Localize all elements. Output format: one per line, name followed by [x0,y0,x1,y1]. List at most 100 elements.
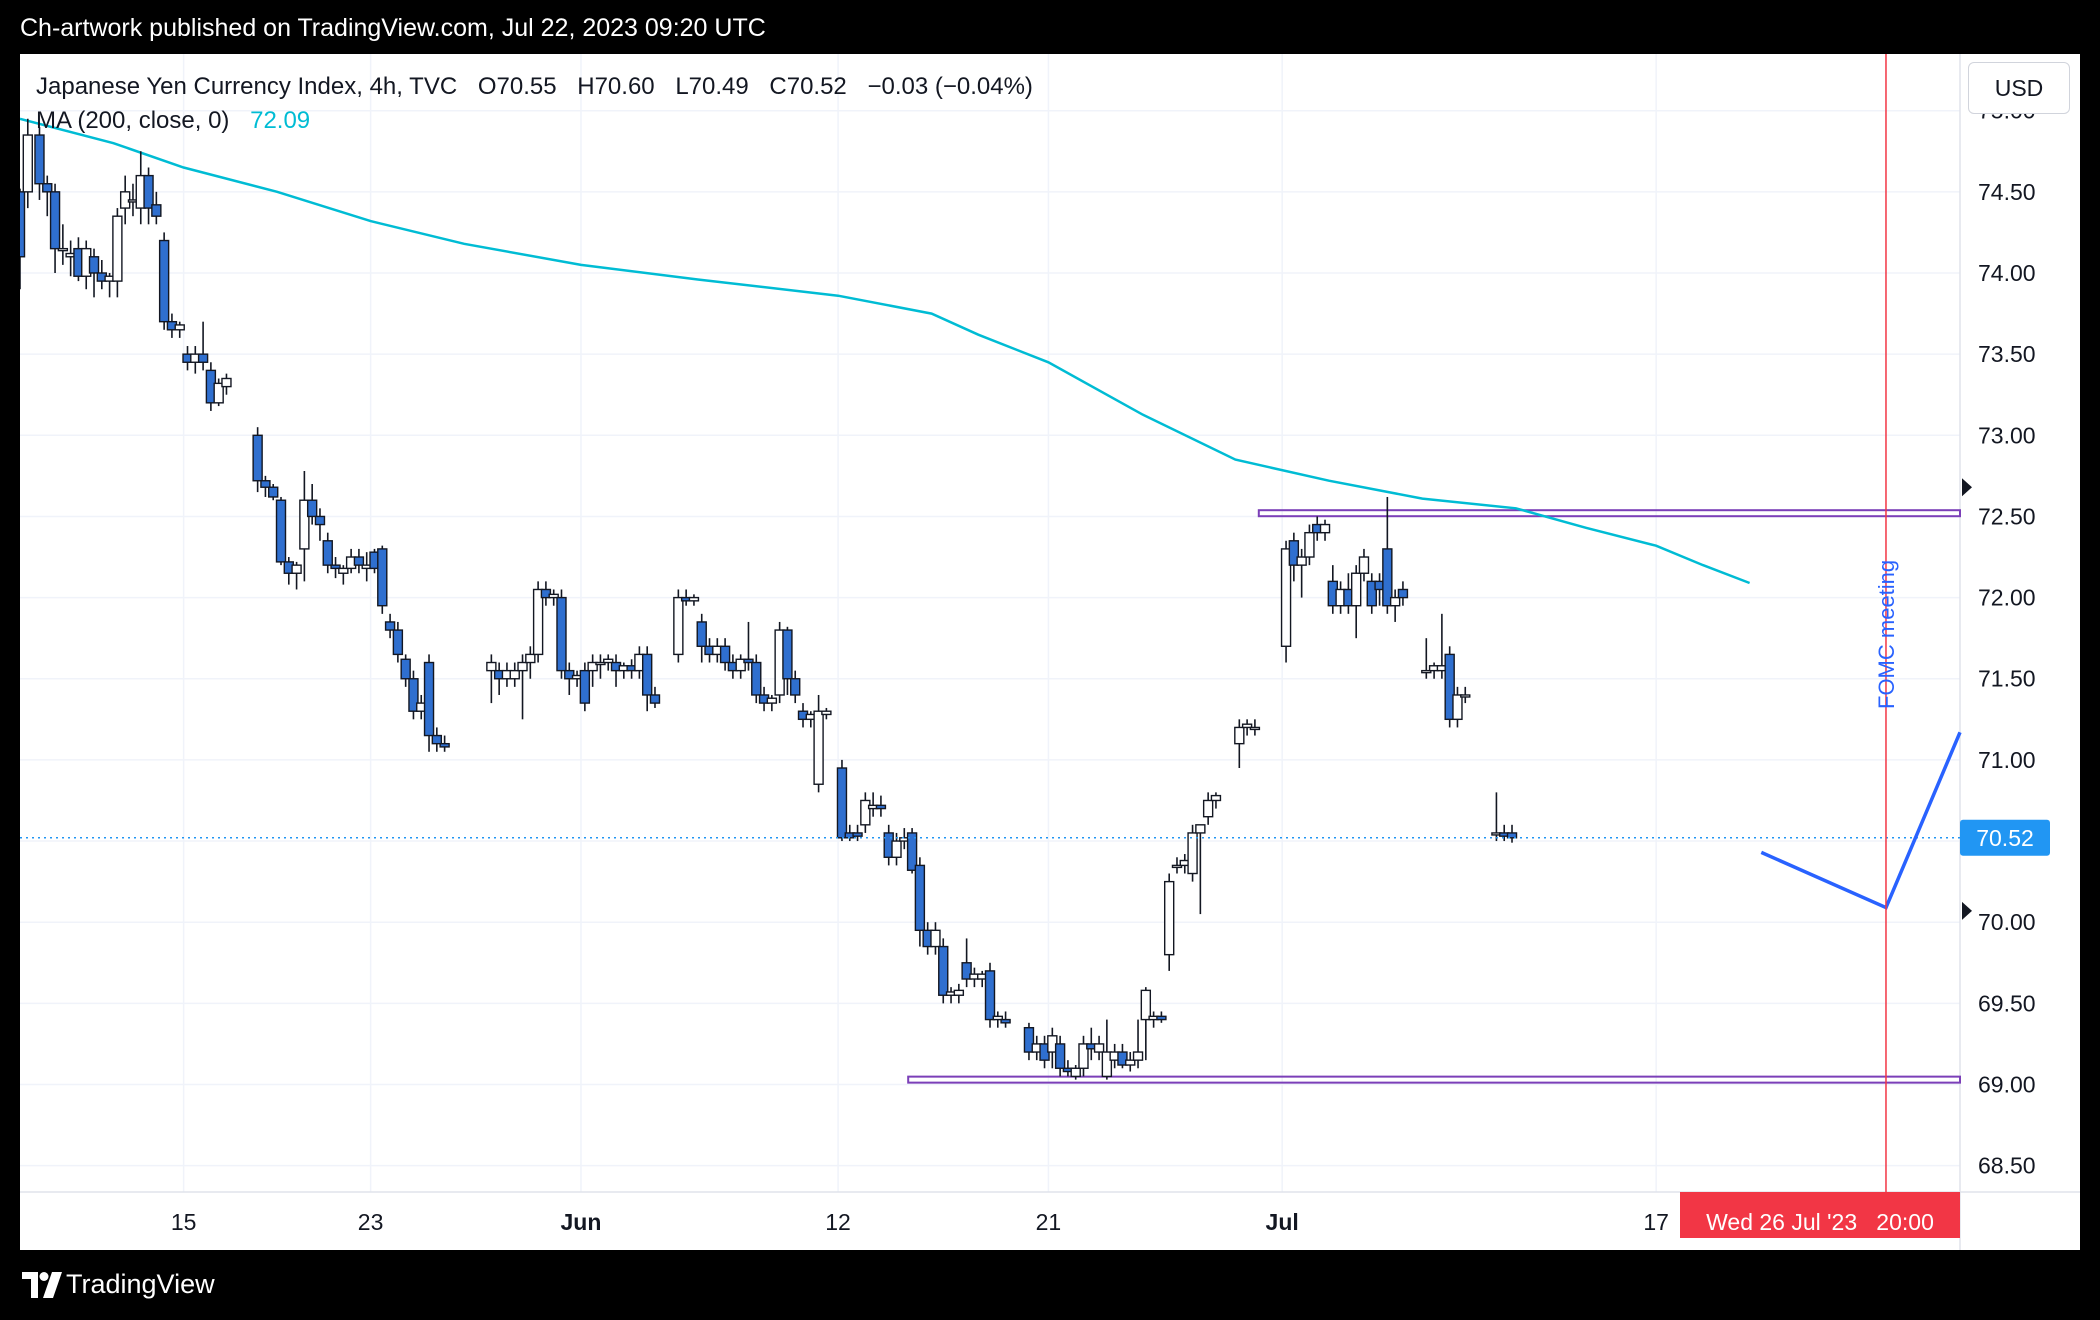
candle-body [930,929,941,948]
event-label: FOMC meeting [1874,560,1899,709]
candle-body [649,694,661,704]
candle-body [790,678,801,696]
y-tick-label: 69.50 [1978,990,2036,1016]
candle [875,795,887,817]
candle-body [1210,794,1222,802]
candle [299,471,310,582]
candle-body [961,962,972,980]
candle [1117,1043,1128,1069]
legend-high: H70.60 [577,73,655,100]
grid [20,54,1960,1192]
x-tick-label: 23 [358,1209,384,1235]
candle-body [1117,1051,1128,1066]
candle [88,248,100,298]
y-tick-label: 71.50 [1978,666,2036,692]
candle [673,589,684,663]
candle-body [1163,880,1175,956]
candle-body [1389,596,1401,607]
tradingview-logo-icon [22,1272,62,1298]
candle [213,378,224,407]
horizontal-level [907,1075,1961,1084]
footer: TradingView [0,1250,2100,1320]
candle [1241,719,1253,736]
last-price-label: 70.52 [1976,825,2034,851]
candle-body [88,256,100,274]
candle [961,938,972,988]
candle-body [275,499,287,563]
candle [813,694,824,793]
y-tick-label: 74.00 [1978,260,2036,286]
candle-body [1241,723,1253,729]
candle [1125,1052,1136,1072]
candle-body [143,174,154,209]
candle-body [112,215,123,282]
candle-body [1125,1059,1136,1066]
candle [34,126,45,200]
candle [1288,532,1300,582]
candle [556,589,567,679]
x-tick-label: Jul [1266,1209,1299,1235]
candle-body [1350,572,1362,607]
candle [548,589,559,606]
candle-body [322,540,333,566]
currency-button[interactable]: USD [1968,62,2070,114]
candle-body [1460,694,1471,698]
candle-body [174,324,185,331]
published-text: Ch-artwork published on TradingView.com,… [20,14,766,42]
candle-body [751,661,762,696]
candle-body [1452,694,1463,721]
candle-body [1397,588,1409,599]
candle [1023,1022,1035,1061]
x-tick-label: 21 [1036,1209,1062,1235]
candle [1397,581,1409,606]
candle-body [1444,653,1455,721]
candle [377,545,388,614]
x-tick-label: Jun [561,1209,602,1235]
candle-body [221,377,232,388]
candle [392,621,404,663]
publish-header: Ch-artwork published on TradingView.com,… [0,0,2100,54]
y-tick-label: 72.50 [1978,503,2036,529]
candle [595,654,606,679]
candle-body [914,864,926,932]
candle-body [953,989,965,996]
candle-body [1296,556,1307,566]
candle-body [517,661,528,672]
candle-body [314,515,326,526]
candle-body [1304,531,1315,558]
legend-symbol: Japanese Yen Currency Index, 4h, TVC [36,73,458,100]
candle-body [1358,556,1370,574]
candle [1304,524,1315,566]
candle-body [673,596,684,656]
candle-body [540,588,552,599]
candle [532,581,544,663]
candle-body [1070,1067,1081,1078]
candle-body [696,621,707,647]
candle [400,654,411,687]
chart-area[interactable]: 75.0074.5074.0073.5073.0072.5072.0071.50… [20,54,2080,1250]
candle-body [439,742,450,748]
candle [790,670,801,704]
candle [439,735,450,752]
candle-body [486,661,497,672]
x-tick-label: 17 [1643,1209,1669,1235]
legend-ma-value: 72.09 [250,107,311,134]
candle-body [306,499,318,518]
candle [252,427,263,493]
candle [641,646,653,712]
candle [49,183,61,273]
candle [579,662,591,712]
candle-body [1156,1015,1167,1021]
candle-body [532,588,544,656]
candle [338,565,349,585]
x-tick-label: 15 [171,1209,197,1235]
candle [112,208,123,298]
candle-body [603,658,614,664]
price-chart[interactable]: 75.0074.5074.0073.5073.0072.5072.0071.50… [20,54,2080,1250]
candle-body [1382,548,1393,607]
candle-body [1132,1051,1144,1061]
candle [860,792,871,833]
candle [914,857,926,947]
candle [603,654,614,671]
candle-body [151,204,162,217]
